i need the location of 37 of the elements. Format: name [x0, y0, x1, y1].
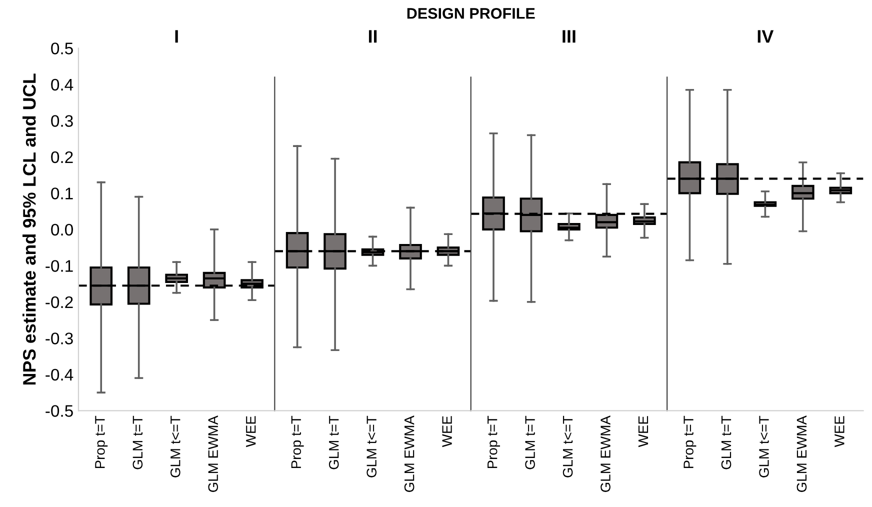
x-tick-label: WEE: [834, 416, 844, 448]
chart-title: III: [562, 30, 576, 43]
y-tick-label: 0.4: [51, 78, 74, 91]
x-tick-label: Prop t=T: [95, 416, 108, 468]
x-tick-label: GLM EWMA: [404, 416, 414, 492]
text: DESIGN PROFILE: [407, 8, 535, 19]
y-tick-label: -0.3: [46, 332, 73, 344]
x-tick-label: WEE: [638, 416, 648, 448]
x-tick-label: GLM EWMA: [600, 416, 610, 492]
x-tick-label: WEE: [246, 416, 256, 448]
y-tick-label: 0.2: [51, 151, 73, 164]
x-tick-label: GLM t<=T: [170, 416, 180, 478]
y-tick-label: 0.1: [51, 188, 73, 200]
y-tick-label: 0.0: [51, 224, 73, 236]
x-tick-label: GLM t=T: [132, 416, 143, 470]
x-tick-label: Prop t=T: [291, 416, 304, 468]
chart-title: I: [175, 30, 178, 43]
x-tick-label: GLM t<=T: [366, 416, 377, 478]
y-axis-title: NPS estimate and 95% LCL and UCL: [22, 74, 36, 385]
x-tick-label: GLM t=T: [721, 416, 732, 470]
x-tick-label: GLM EWMA: [796, 416, 807, 492]
y-tick-label: -0.5: [46, 405, 73, 417]
x-tick-label: Prop t=T: [684, 416, 696, 468]
x-tick-label: GLM t<=T: [562, 416, 573, 478]
chart-title: IV: [758, 30, 774, 43]
y-tick-label: -0.4: [46, 368, 74, 381]
y-tick-label: 0.5: [51, 42, 73, 54]
y-tick-label: -0.1: [46, 260, 73, 272]
x-tick-label: GLM t=T: [328, 416, 339, 470]
y-tick-label: -0.2: [46, 296, 73, 308]
chart-title: II: [368, 30, 377, 43]
y-tick-label: 0.3: [51, 115, 73, 127]
x-tick-label: GLM t<=T: [759, 416, 769, 478]
x-tick-label: Prop t=T: [488, 416, 500, 468]
x-tick-label: WEE: [442, 416, 452, 448]
x-tick-label: GLM t=T: [525, 416, 535, 470]
x-tick-label: GLM EWMA: [208, 416, 218, 492]
